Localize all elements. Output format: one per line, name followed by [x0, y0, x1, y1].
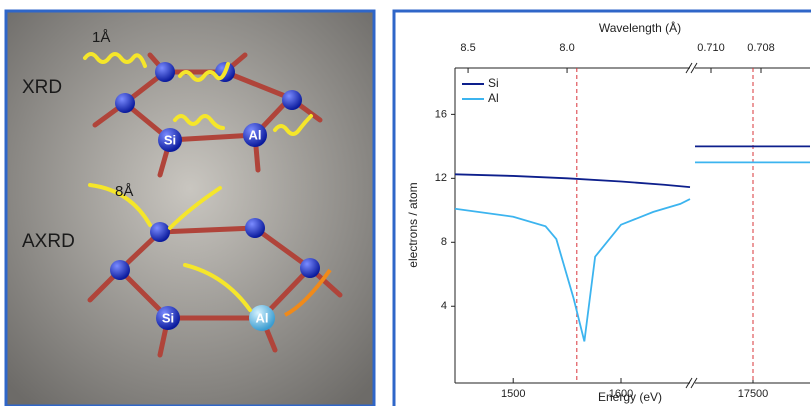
y-tick-label: 8 — [441, 236, 447, 248]
y-tick-label: 4 — [441, 300, 447, 312]
legend-label: Al — [488, 91, 499, 105]
atom-label: Si — [162, 310, 174, 325]
wavelength-label: 1Å — [92, 29, 110, 46]
figure: XRD AXRD 1Å 8Å Si Al Si Al Wavelength (Å… — [0, 0, 811, 406]
x-tick-label: 17500 — [738, 388, 769, 400]
xrd-label: XRD — [22, 77, 62, 98]
x-tick-label: 1600 — [609, 388, 633, 400]
atom-label: Si — [164, 132, 176, 147]
y-axis-title: electrons / atom — [406, 182, 420, 267]
wavelength-label: 8Å — [115, 183, 133, 200]
legend-label: Si — [488, 76, 499, 90]
atom-label: Al — [249, 127, 262, 142]
top-tick-label: 0.710 — [697, 42, 725, 54]
illustration: XRD AXRD 1Å 8Å Si Al Si Al — [6, 11, 374, 406]
y-tick-label: 12 — [435, 172, 447, 184]
x-tick-label: 1500 — [501, 388, 525, 400]
atom-label: Al — [256, 310, 269, 325]
axrd-label: AXRD — [22, 231, 75, 252]
top-axis-title: Wavelength (Å) — [599, 20, 681, 35]
top-tick-label: 8.5 — [460, 42, 475, 54]
page: XRD AXRD 1Å 8Å Si Al Si Al Wavelength (Å… — [0, 0, 811, 406]
top-tick-label: 8.0 — [559, 42, 574, 54]
y-tick-label: 16 — [435, 108, 447, 120]
top-tick-label: 0.708 — [747, 42, 775, 54]
